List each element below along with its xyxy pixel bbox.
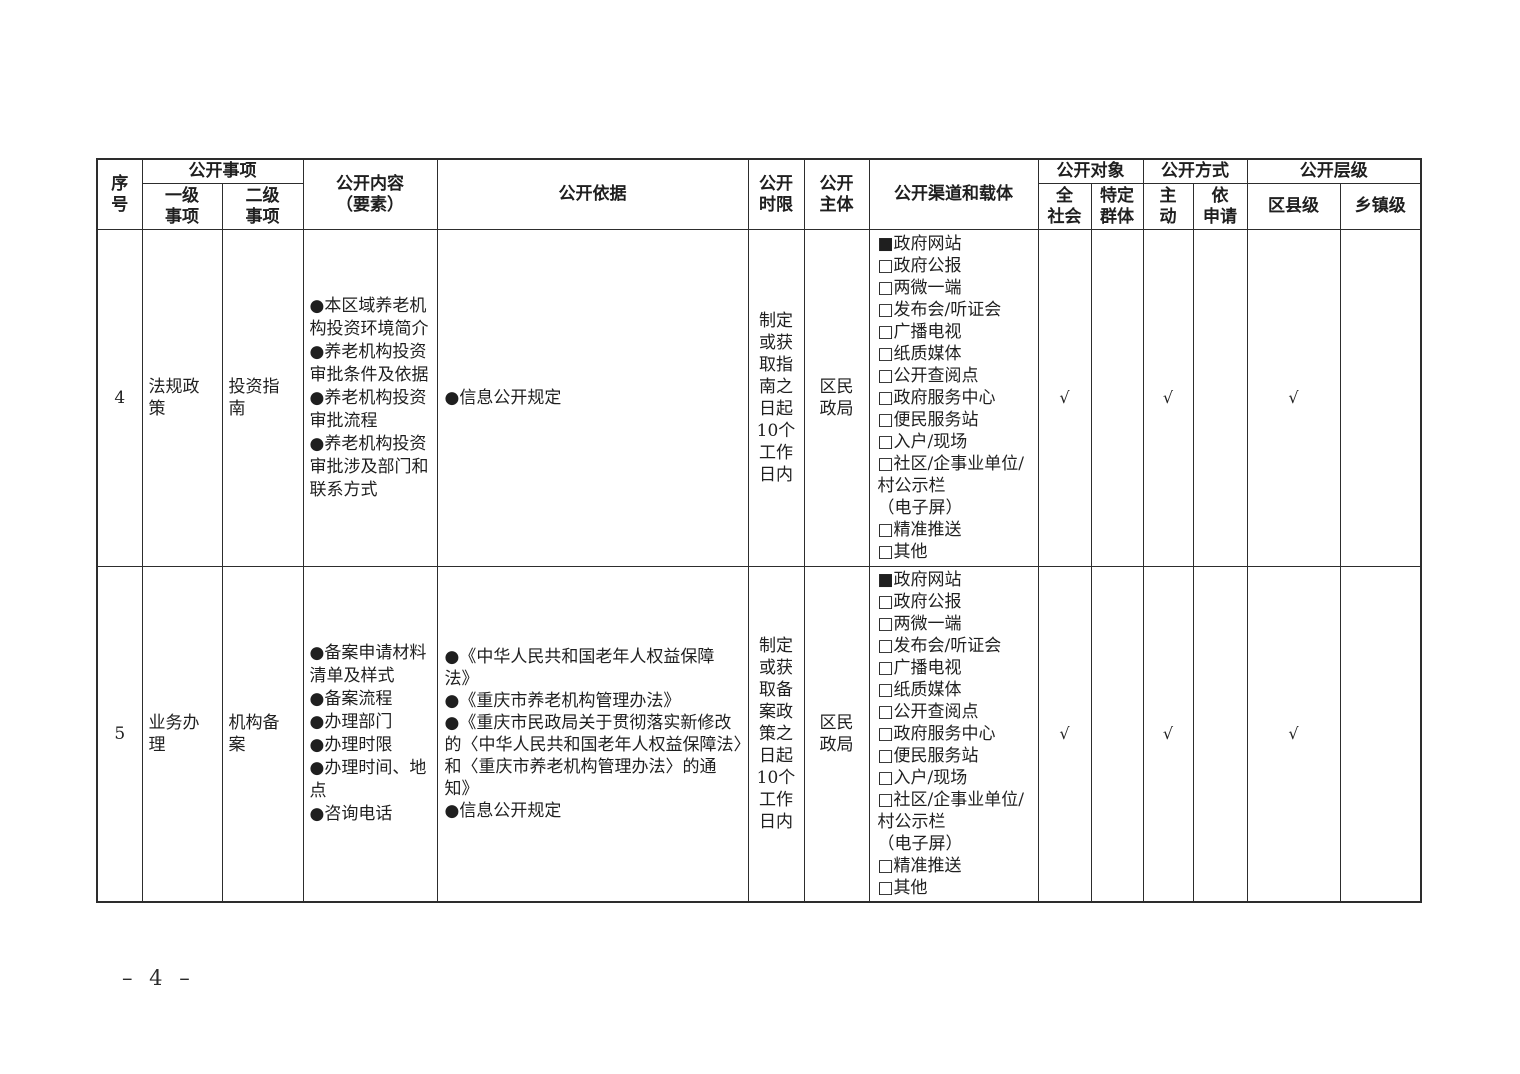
header-district-county-level: 区县级 [1246, 183, 1341, 230]
page-number: – 4 – [122, 966, 195, 990]
row5-township-check [1339, 566, 1422, 903]
row4-specific-groups-check [1090, 229, 1144, 567]
header-serial-number: 序 号 [96, 158, 143, 230]
header-proactive: 主 动 [1142, 183, 1194, 230]
row4-district-county-check: √ [1246, 229, 1341, 567]
row5-specific-groups-check [1090, 566, 1144, 903]
row4-level1-cell: 法规政策 [141, 229, 223, 567]
header-level2-matter: 二级 事项 [221, 183, 304, 230]
row5-time-limit-cell: 制定或获取备案政策之日起10个工作日内 [747, 566, 805, 903]
row5-upon-request-check [1192, 566, 1248, 903]
header-disclosure-matters: 公开事项 [141, 158, 304, 184]
header-disclosure-subject: 公开 主体 [803, 158, 870, 230]
header-level1-matter: 一级 事项 [141, 183, 223, 230]
header-disclosure-method: 公开方式 [1142, 158, 1248, 184]
row5-district-county-check: √ [1246, 566, 1341, 903]
row5-whole-society-check: √ [1037, 566, 1092, 903]
header-disclosure-basis: 公开依据 [436, 158, 749, 230]
row4-serial-cell: 4 [96, 229, 143, 567]
row4-channels-cell: ■政府网站 □政府公报 □两微一端 □发布会/听证会 □广播电视 □纸质媒体 □… [868, 229, 1039, 567]
row5-channels-cell: ■政府网站 □政府公报 □两微一端 □发布会/听证会 □广播电视 □纸质媒体 □… [868, 566, 1039, 903]
header-channels-carriers: 公开渠道和载体 [868, 158, 1039, 230]
table-row: 5 业务办 理 机构备 案 ●备案申请材料清单及样式 ●备案流程 ●办理部门 ●… [96, 566, 1422, 903]
header-disclosure-level: 公开层级 [1246, 158, 1422, 184]
header-whole-society: 全 社会 [1037, 183, 1092, 230]
row5-basis-cell: ●《中华人民共和国老年人权益保障法》 ●《重庆市养老机构管理办法》 ●《重庆市民… [436, 566, 749, 903]
row4-subject-cell: 区民 政局 [803, 229, 870, 567]
row4-content-cell: ●本区域养老机构投资环境简介 ●养老机构投资审批条件及依据 ●养老机构投资审批流… [302, 229, 438, 567]
row5-proactive-check: √ [1142, 566, 1194, 903]
row4-upon-request-check [1192, 229, 1248, 567]
row4-time-limit-cell: 制定或获取指南之日起10个工作日内 [747, 229, 805, 567]
header-specific-groups: 特定 群体 [1090, 183, 1144, 230]
row5-serial-cell: 5 [96, 566, 143, 903]
row4-township-check [1339, 229, 1422, 567]
row4-proactive-check: √ [1142, 229, 1194, 567]
row4-level2-cell: 投资指 南 [221, 229, 304, 567]
row4-basis-cell: ●信息公开规定 [436, 229, 749, 567]
header-upon-request: 依 申请 [1192, 183, 1248, 230]
table-row: 4 法规政策 投资指 南 ●本区域养老机构投资环境简介 ●养老机构投资审批条件及… [96, 229, 1422, 567]
row5-content-cell: ●备案申请材料清单及样式 ●备案流程 ●办理部门 ●办理时限 ●办理时间、地点 … [302, 566, 438, 903]
row5-subject-cell: 区民 政局 [803, 566, 870, 903]
header-disclosure-content: 公开内容 （要素） [302, 158, 438, 230]
row5-level1-cell: 业务办 理 [141, 566, 223, 903]
row5-level2-cell: 机构备 案 [221, 566, 304, 903]
header-township-level: 乡镇级 [1339, 183, 1422, 230]
disclosure-catalog-table: 序 号 公开事项 公开内容 （要素） 公开依据 公开 时限 公开 主体 公开渠道… [96, 158, 1422, 903]
row4-whole-society-check: √ [1037, 229, 1092, 567]
header-time-limit: 公开 时限 [747, 158, 805, 230]
header-disclosure-audience: 公开对象 [1037, 158, 1144, 184]
